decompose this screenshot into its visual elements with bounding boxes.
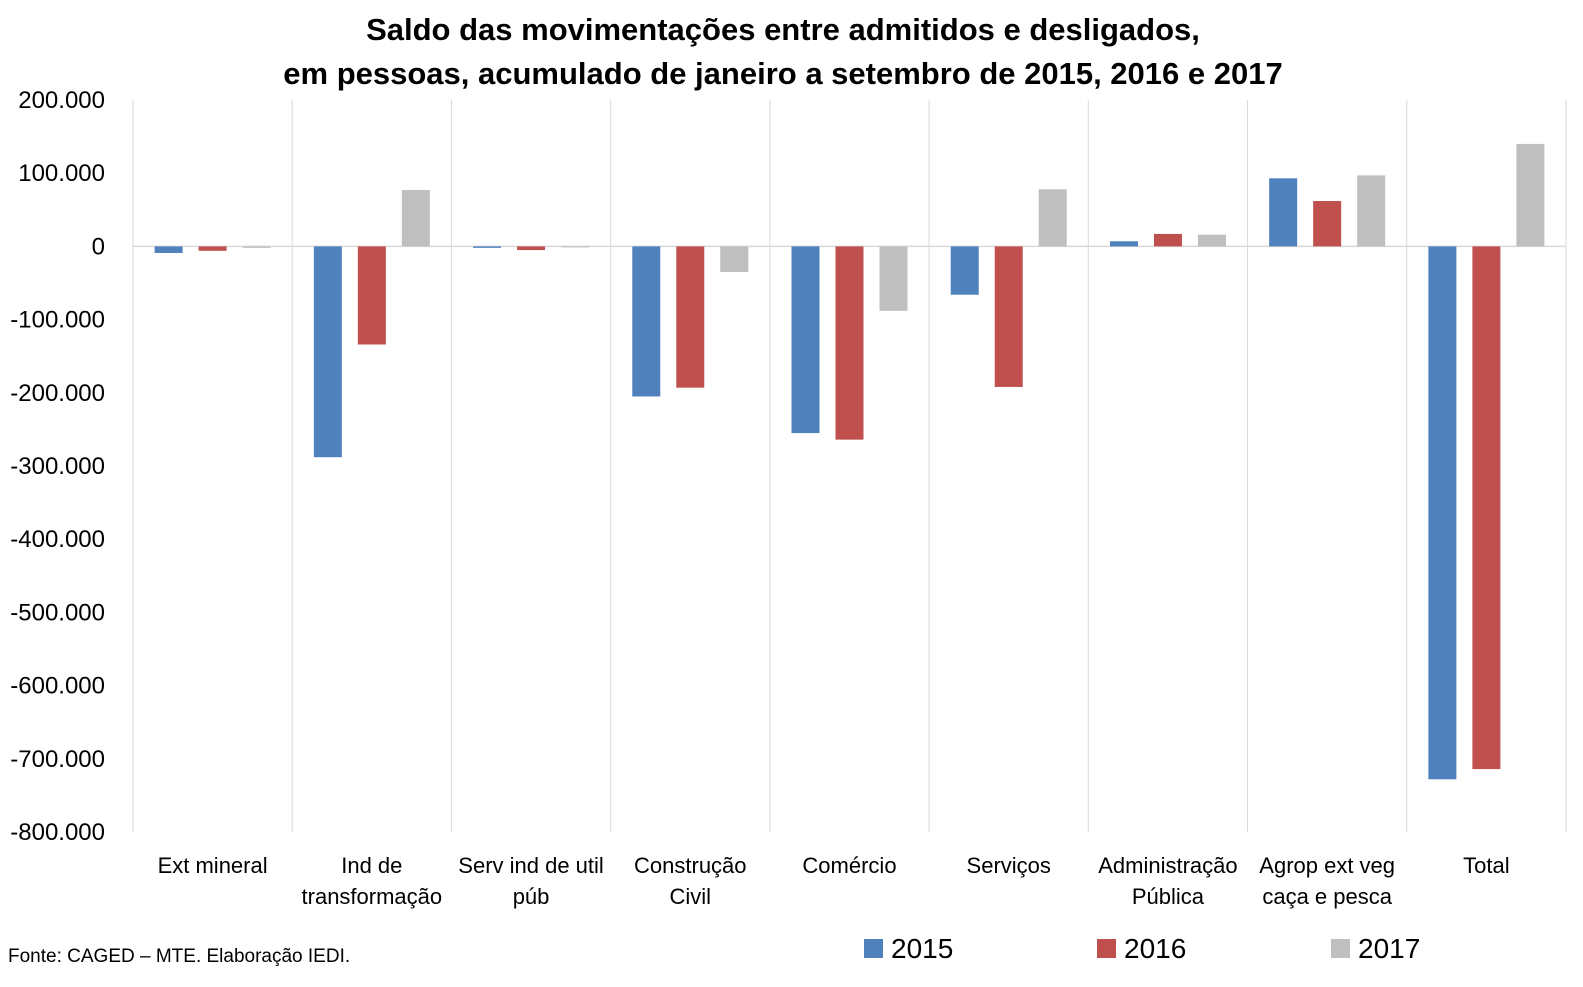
category-label-line: púb [513, 884, 550, 909]
bar-2017-5 [1038, 189, 1067, 247]
category-label-line: Pública [1132, 884, 1205, 909]
bar-2017-6 [1197, 234, 1226, 247]
bar-2017-4 [879, 246, 908, 311]
legend-swatch-2016 [1097, 939, 1116, 958]
bar-2016-5 [994, 246, 1023, 387]
y-tick-label: -800.000 [10, 819, 105, 846]
bar-2015-8 [1428, 246, 1457, 780]
chart-title-line-2: em pessoas, acumulado de janeiro a setem… [283, 56, 1283, 91]
legend-label-2016: 2016 [1124, 933, 1186, 964]
category-label: Administração Pública [1098, 853, 1237, 909]
y-tick-label: -300.000 [10, 453, 105, 480]
bar-2016-4 [835, 246, 864, 440]
category-label: Total [1463, 853, 1509, 878]
bar-2015-3 [632, 246, 661, 397]
category-label-line: Ext mineral [158, 853, 268, 878]
bar-2015-0 [154, 246, 183, 253]
bar-2016-3 [676, 246, 705, 388]
category-label-line: caça e pesca [1262, 884, 1392, 909]
category-label: Serviços [967, 853, 1051, 878]
bar-2016-0 [198, 246, 227, 251]
category-label: Comércio [802, 853, 896, 878]
category-label: Ind de transformação [302, 853, 443, 909]
y-tick-label: -700.000 [10, 746, 105, 773]
bar-2017-7 [1357, 175, 1386, 247]
y-tick-label: 200.000 [18, 87, 105, 114]
category-label-line: Total [1463, 853, 1509, 878]
y-tick-label: 100.000 [18, 160, 105, 187]
bar-2016-7 [1313, 201, 1342, 247]
legend-label-2017: 2017 [1358, 933, 1420, 964]
bar-2016-6 [1153, 233, 1182, 247]
bar-2015-4 [791, 246, 820, 434]
y-tick-label: -400.000 [10, 526, 105, 553]
category-label-line: Ind de [341, 853, 402, 878]
bar-2017-3 [720, 246, 749, 273]
y-tick-label: -500.000 [10, 599, 105, 626]
bar-2016-2 [517, 246, 546, 251]
bar-2015-7 [1269, 178, 1298, 247]
category-label-line: transformação [302, 884, 443, 909]
category-label: Construção Civil [634, 853, 747, 909]
y-tick-label: -200.000 [10, 380, 105, 407]
bar-2016-1 [357, 246, 386, 345]
category-label-line: Serv ind de util [458, 853, 604, 878]
bar-2017-0 [242, 246, 271, 248]
category-label-line: Administração [1098, 853, 1237, 878]
bar-2017-8 [1516, 143, 1545, 247]
category-label-line: Agrop ext veg [1259, 853, 1395, 878]
bar-2015-1 [313, 246, 342, 458]
bar-2015-6 [1109, 241, 1138, 247]
legend-label-2015: 2015 [891, 933, 953, 964]
category-label: Agrop ext veg caça e pesca [1259, 853, 1395, 909]
category-label-line: Comércio [802, 853, 896, 878]
y-tick-label: -600.000 [10, 673, 105, 700]
category-label: Serv ind de util púb [458, 853, 604, 909]
category-label-line: Serviços [967, 853, 1051, 878]
category-label: Ext mineral [158, 853, 268, 878]
y-tick-label: -100.000 [10, 307, 105, 334]
chart-title-line-1: Saldo das movimentações entre admitidos … [366, 12, 1200, 47]
y-tick-label: 0 [92, 233, 105, 260]
bar-2016-8 [1472, 246, 1501, 770]
bar-2017-1 [401, 190, 430, 247]
bar-2015-2 [473, 246, 502, 248]
legend-swatch-2017 [1331, 939, 1350, 958]
chart-title: Saldo das movimentações entre admitidos … [0, 8, 1566, 96]
bar-2017-2 [561, 246, 590, 248]
legend-swatch-2015 [864, 939, 883, 958]
category-label-line: Construção [634, 853, 747, 878]
category-label-line: Civil [669, 884, 711, 909]
source-note: Fonte: CAGED – MTE. Elaboração IEDI. [8, 946, 351, 967]
bar-2015-5 [950, 246, 979, 295]
